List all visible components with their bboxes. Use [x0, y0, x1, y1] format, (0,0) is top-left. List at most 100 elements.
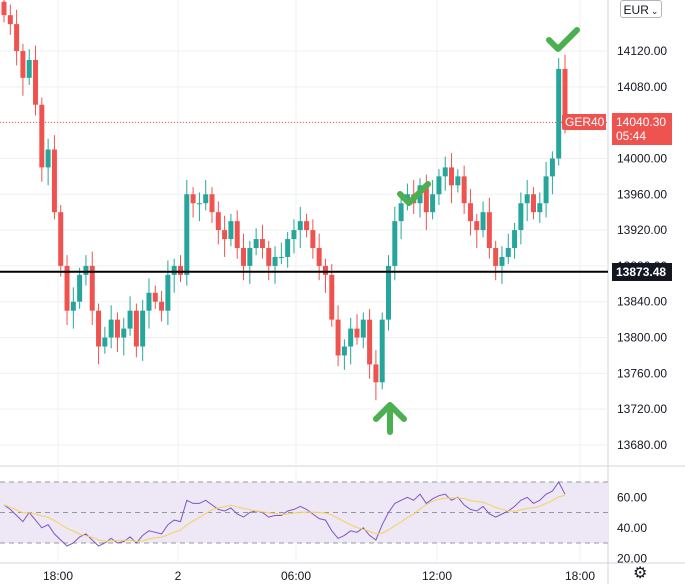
price-tick-label: 13920.00 — [617, 223, 667, 237]
price-tick-label: 13720.00 — [617, 402, 667, 416]
candle-body — [524, 194, 530, 204]
candle-body — [322, 265, 328, 275]
candle-body — [51, 149, 57, 213]
candle-body — [184, 194, 190, 275]
candle-body — [430, 194, 436, 213]
candle-body — [196, 203, 202, 205]
candle-body — [329, 274, 335, 320]
gear-icon[interactable]: ⚙ — [633, 565, 648, 582]
candle-body — [96, 310, 102, 347]
check-icon — [546, 27, 580, 52]
candle-body — [177, 265, 183, 275]
candle-body — [518, 203, 524, 231]
candle-body — [121, 328, 127, 338]
candle-body — [386, 265, 392, 320]
candle-body — [140, 310, 146, 347]
currency-selector[interactable]: EUR ⌄ — [620, 0, 662, 18]
price-tick-label: 13960.00 — [617, 187, 667, 201]
candle-body — [486, 212, 492, 248]
price-tick-label: 13800.00 — [617, 331, 667, 345]
candle-body — [562, 68, 568, 123]
price-tick-label: 14120.00 — [617, 44, 667, 58]
candle-body — [152, 292, 158, 302]
candle-body — [133, 310, 139, 347]
candle-body — [297, 221, 303, 231]
last-price-value: 14040.30 — [616, 115, 667, 129]
candle-body — [556, 68, 562, 159]
currency-label: EUR — [623, 3, 649, 17]
candle-body — [367, 319, 373, 365]
candle-body — [348, 328, 354, 347]
candle-body — [549, 158, 555, 177]
candle-body — [234, 221, 240, 248]
rsi-tick-label: 60.00 — [617, 490, 647, 504]
last-price-tag: 14040.30 05:44 — [612, 113, 672, 145]
candle-body — [505, 248, 511, 257]
candle-body — [285, 239, 291, 257]
candle-body — [379, 319, 385, 383]
candle-body — [291, 230, 297, 240]
candle-body — [543, 176, 549, 204]
candle-body — [209, 194, 215, 213]
symbol-price-label: GER40 — [562, 114, 606, 130]
candle-body — [215, 212, 221, 231]
price-tick-label: 13760.00 — [617, 366, 667, 380]
rsi-tick-label: 40.00 — [617, 521, 647, 535]
candle-body — [253, 239, 259, 248]
candle-body — [266, 248, 272, 266]
candle-body — [77, 274, 83, 302]
candle-body — [7, 15, 13, 25]
time-tick-label: 12:00 — [422, 569, 452, 583]
candle-body — [190, 194, 196, 204]
candle-body — [108, 319, 114, 338]
candle-body — [310, 230, 316, 248]
rsi-line — [3, 481, 566, 547]
candle-body — [493, 248, 499, 266]
candle-body — [373, 364, 379, 383]
candle-body — [499, 256, 505, 266]
price-tick-label: 14000.00 — [617, 151, 667, 165]
candle-body — [480, 212, 486, 231]
candle-body — [146, 292, 152, 311]
candle-body — [398, 203, 404, 222]
candle-body — [436, 176, 442, 195]
time-tick-label: 2 — [175, 569, 182, 583]
candle-body — [442, 167, 448, 177]
candle-body — [39, 104, 45, 168]
candle-body — [1, 1, 7, 16]
time-tick-label: 18:00 — [565, 569, 595, 583]
candle-body — [26, 59, 32, 78]
bar-countdown: 05:44 — [616, 129, 647, 143]
candle-body — [474, 221, 480, 231]
candle-body — [102, 337, 108, 347]
candle-body — [165, 274, 171, 311]
candle-body — [45, 149, 51, 168]
price-tick-label: 13840.00 — [617, 295, 667, 309]
candle-body — [335, 319, 341, 356]
chevron-down-icon: ⌄ — [650, 6, 659, 16]
candle-body — [354, 328, 360, 338]
time-tick-label: 06:00 — [281, 569, 311, 583]
candle-body — [33, 59, 39, 105]
rsi-tick-label: 20.00 — [617, 551, 647, 565]
candle-body — [278, 256, 284, 258]
candle-body — [159, 301, 165, 311]
candle-body — [341, 346, 347, 356]
candle-body — [83, 265, 89, 275]
candle-body — [114, 319, 120, 338]
candle-body — [392, 221, 398, 266]
price-tick-label: 14080.00 — [617, 80, 667, 94]
candle-body — [272, 256, 278, 266]
candle-body — [360, 319, 366, 338]
candle-body — [64, 265, 70, 311]
candle-body — [70, 301, 76, 311]
candle-body — [537, 203, 543, 213]
candle-body — [449, 167, 455, 186]
candle-body — [247, 248, 253, 266]
candle-body — [89, 265, 95, 311]
candle-body — [58, 212, 64, 266]
candle-body — [461, 176, 467, 204]
arrow-up-icon — [373, 402, 407, 435]
